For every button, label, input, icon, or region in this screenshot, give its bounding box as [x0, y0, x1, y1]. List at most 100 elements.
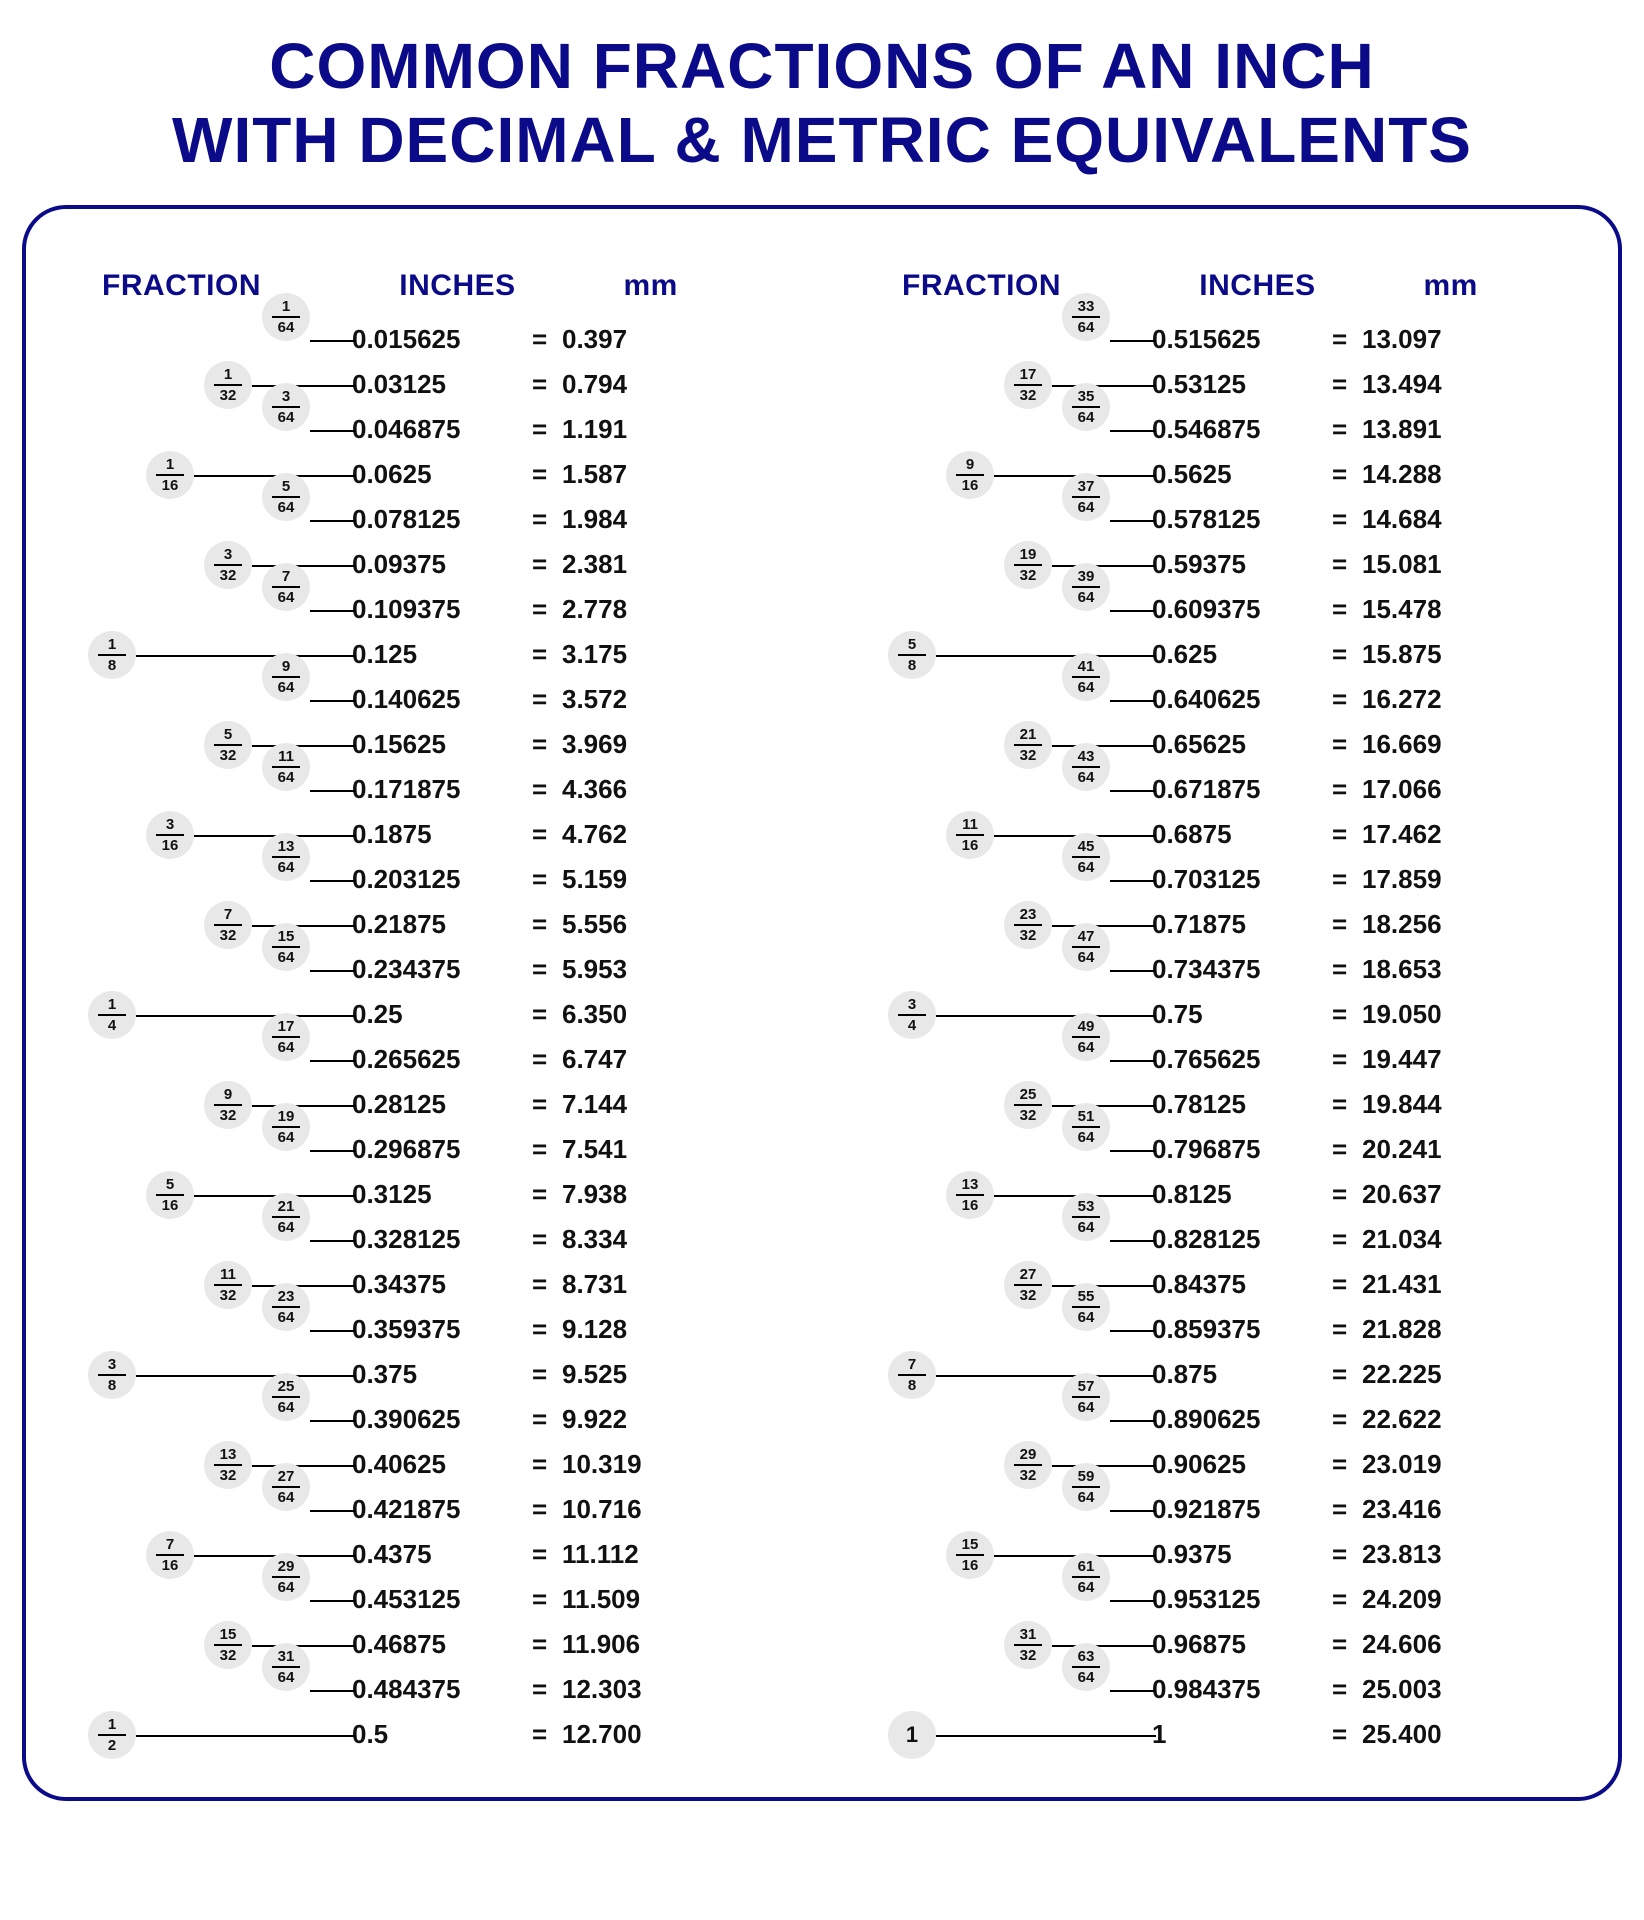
table-row: 15640.234375=5.953: [62, 947, 782, 992]
fraction-bar: [956, 1554, 984, 1556]
fraction-cell: 1964: [62, 1127, 352, 1172]
fraction-bubble: 38: [88, 1351, 136, 1399]
inches-value: 0.359375: [352, 1314, 532, 1345]
fraction-bar: [214, 564, 242, 566]
mm-value: 14.288: [1362, 459, 1492, 490]
fraction-cell: 2164: [62, 1217, 352, 1262]
fraction-bubble: 3132: [1004, 1621, 1052, 1669]
equals-sign: =: [1332, 1224, 1362, 1255]
fraction-denominator: 64: [1072, 680, 1100, 695]
fraction-bubble: 964: [262, 653, 310, 701]
leader-line: [1052, 925, 1156, 927]
leader-line: [310, 1420, 356, 1422]
mm-value: 10.319: [562, 1449, 692, 1480]
fraction-bar: [1072, 676, 1100, 678]
fraction-bar: [214, 1644, 242, 1646]
inches-value: 0.734375: [1152, 954, 1332, 985]
fraction-bar: [272, 1036, 300, 1038]
equals-sign: =: [1332, 1359, 1362, 1390]
fraction-denominator: 64: [1072, 950, 1100, 965]
mm-value: 9.525: [562, 1359, 692, 1390]
fraction-cell: 3164: [62, 1667, 352, 1712]
mm-value: 12.700: [562, 1719, 692, 1750]
fraction-denominator: 16: [156, 1558, 184, 1573]
fraction-bar: [898, 1374, 926, 1376]
inches-value: 0.421875: [352, 1494, 532, 1525]
fraction-denominator: 8: [898, 658, 926, 673]
mm-value: 21.828: [1362, 1314, 1492, 1345]
fraction-bar: [272, 676, 300, 678]
equals-sign: =: [532, 1359, 562, 1390]
mm-value: 1.587: [562, 459, 692, 490]
fraction-numerator: 13: [956, 1177, 984, 1192]
table-row: 140.25=6.350: [62, 992, 782, 1037]
column-header: FRACTION INCHES mm: [862, 269, 1582, 303]
title-line-2: WITH DECIMAL & METRIC EQUIVALENTS: [22, 104, 1622, 178]
fraction-bubble: 316: [146, 811, 194, 859]
fraction-bar: [272, 586, 300, 588]
fraction-bar: [214, 1464, 242, 1466]
fraction-numerator: 7: [272, 569, 300, 584]
fraction-bar: [156, 474, 184, 476]
table-row: 7640.109375=2.778: [62, 587, 782, 632]
inches-value: 0.75: [1152, 999, 1332, 1030]
mm-value: 2.381: [562, 549, 692, 580]
inches-value: 0.984375: [1152, 1674, 1332, 1705]
leader-line: [1110, 1240, 1156, 1242]
table-row: 57640.890625=22.622: [862, 1397, 1582, 1442]
fraction-bar: [214, 384, 242, 386]
equals-sign: =: [1332, 1674, 1362, 1705]
inches-value: 0.609375: [1152, 594, 1332, 625]
fraction-denominator: 64: [1072, 860, 1100, 875]
leader-line: [310, 340, 356, 342]
inches-value: 0.015625: [352, 324, 532, 355]
mm-value: 23.813: [1362, 1539, 1492, 1570]
table-row: 11160.6875=17.462: [862, 812, 1582, 857]
leader-line: [1110, 790, 1156, 792]
fraction-bar: [1014, 924, 1042, 926]
equals-sign: =: [532, 1449, 562, 1480]
rows-right: 33640.515625=13.09717320.53125=13.494356…: [862, 317, 1582, 1757]
inches-value: 0.640625: [1152, 684, 1332, 715]
table-row: 180.125=3.175: [62, 632, 782, 677]
fraction-denominator: 64: [1072, 1310, 1100, 1325]
fraction-cell: 1764: [62, 1037, 352, 1082]
fraction-bubble: 116: [146, 451, 194, 499]
fraction-cell: 4964: [862, 1037, 1152, 1082]
table-row: 3160.1875=4.762: [62, 812, 782, 857]
table-row: 5320.15625=3.969: [62, 722, 782, 767]
mm-value: 20.241: [1362, 1134, 1492, 1165]
fraction-cell: 6364: [862, 1667, 1152, 1712]
leader-line: [310, 790, 356, 792]
fraction-bar: [1014, 384, 1042, 386]
equals-sign: =: [1332, 1629, 1362, 1660]
fraction-bubble: 1332: [204, 1441, 252, 1489]
table-row: 120.5=12.700: [62, 1712, 782, 1757]
inches-value: 0.53125: [1152, 369, 1332, 400]
mm-value: 11.906: [562, 1629, 692, 1660]
fraction-bubble: 4364: [1062, 743, 1110, 791]
fraction-bubble: 1364: [262, 833, 310, 881]
fraction-bubble: 1964: [262, 1103, 310, 1151]
fraction-numerator: 5: [898, 637, 926, 652]
leader-line: [310, 520, 356, 522]
fraction-bubble: 1: [888, 1711, 936, 1759]
fraction-denominator: 64: [1072, 590, 1100, 605]
fraction-bar: [272, 406, 300, 408]
fraction-cell: 4564: [862, 857, 1152, 902]
mm-value: 24.209: [1362, 1584, 1492, 1615]
leader-line: [1110, 1510, 1156, 1512]
fraction-numerator: 31: [272, 1649, 300, 1664]
fraction-bubble: 716: [146, 1531, 194, 1579]
equals-sign: =: [1332, 864, 1362, 895]
fraction-denominator: 32: [214, 1288, 242, 1303]
fraction-numerator: 45: [1072, 839, 1100, 854]
fraction-numerator: 37: [1072, 479, 1100, 494]
leader-line: [1052, 1465, 1156, 1467]
fraction-bar: [1072, 1396, 1100, 1398]
fraction-denominator: 64: [272, 1130, 300, 1145]
inches-value: 0.90625: [1152, 1449, 1332, 1480]
fraction-denominator: 32: [1014, 1288, 1042, 1303]
fraction-bubble: 1164: [262, 743, 310, 791]
fraction-bubble: 3964: [1062, 563, 1110, 611]
